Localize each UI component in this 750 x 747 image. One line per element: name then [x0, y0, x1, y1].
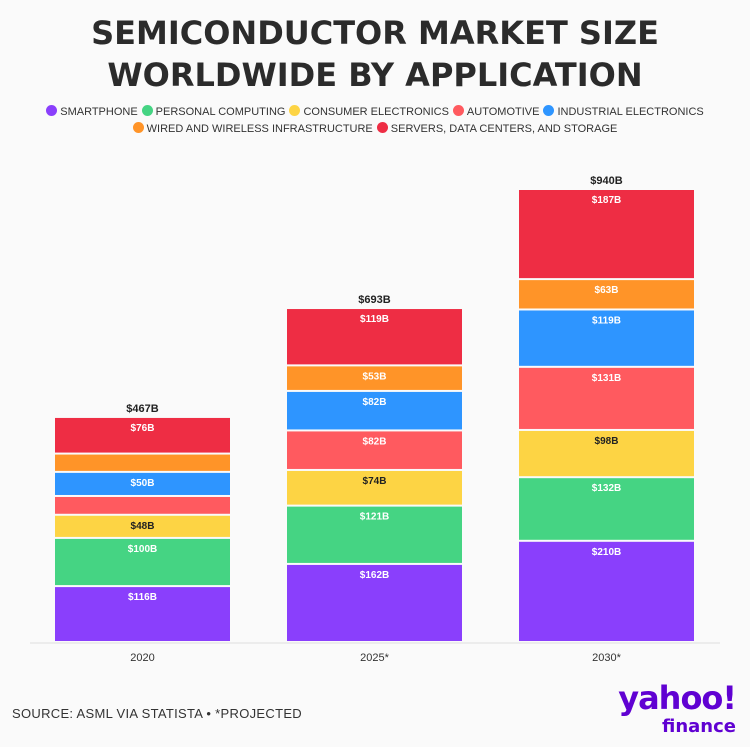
total-label: $693B — [358, 294, 390, 306]
bar-segment — [287, 431, 462, 469]
legend-swatch — [141, 105, 153, 116]
bar-segment — [519, 280, 694, 309]
bar-segment — [55, 587, 230, 641]
legend-label: PERSONAL COMPUTING — [155, 106, 286, 118]
logo-line-1: yahoo! — [618, 679, 737, 717]
total-label: $467B — [126, 403, 158, 415]
segment-label: $121B — [360, 512, 389, 523]
legend-label: INDUSTRIAL ELECTRONICS — [557, 106, 704, 118]
segment-label: $74B — [363, 476, 387, 487]
logo-line-2: finance — [662, 716, 736, 737]
bar-segment — [519, 310, 694, 366]
total-label: $940B — [590, 175, 622, 187]
segment-label: $82B — [363, 397, 387, 408]
legend-swatch — [376, 122, 388, 133]
x-tick-label: 2025* — [360, 652, 389, 664]
chart-title: SEMICONDUCTOR MARKET SIZE WORLDWIDE BY A… — [0, 12, 750, 96]
legend-label: SERVERS, DATA CENTERS, AND STORAGE — [390, 123, 618, 135]
legend-label: CONSUMER ELECTRONICS — [303, 106, 449, 118]
title-line-2: WORLDWIDE BY APPLICATION — [107, 56, 643, 94]
segment-label: $48B — [131, 521, 155, 532]
legend-item: CONSUMER ELECTRONICS — [289, 104, 449, 121]
bar-segment — [287, 564, 462, 641]
legend-item: SERVERS, DATA CENTERS, AND STORAGE — [376, 121, 618, 138]
bar-segment — [519, 541, 694, 641]
bar-segment — [55, 538, 230, 586]
segment-label: $132B — [592, 483, 621, 494]
segment-label: $119B — [592, 315, 621, 326]
bar-segment — [287, 506, 462, 563]
segment-label: $116B — [128, 592, 157, 603]
bar-segment — [287, 391, 462, 430]
legend-swatch — [132, 122, 144, 133]
segment-label: $63B — [595, 285, 619, 296]
x-tick-label: 2020 — [130, 652, 154, 664]
source-note: SOURCE: ASML VIA STATISTA • *PROJECTED — [12, 706, 302, 721]
bar-segment — [55, 496, 230, 514]
segment-label: $210B — [592, 547, 621, 558]
segment-label: $76B — [131, 423, 155, 434]
legend-item: INDUSTRIAL ELECTRONICS — [543, 104, 704, 121]
legend-swatch — [543, 105, 555, 116]
bar-segment — [55, 472, 230, 495]
segment-label: $100B — [128, 544, 157, 555]
legend-label: AUTOMOTIVE — [466, 106, 540, 118]
title-line-1: SEMICONDUCTOR MARKET SIZE — [91, 14, 659, 52]
segment-label: $187B — [592, 195, 621, 206]
bar-segment — [55, 515, 230, 537]
bar-segment — [519, 430, 694, 477]
bar-segment — [287, 366, 462, 390]
legend-label: SMARTPHONE — [60, 106, 138, 118]
bar-segment — [287, 309, 462, 365]
segment-label: $162B — [360, 570, 389, 581]
legend: SMARTPHONE PERSONAL COMPUTING CONSUMER ELE… — [40, 104, 710, 138]
segment-label: $50B — [131, 478, 155, 489]
bar-segment — [519, 367, 694, 429]
bar-segment — [55, 417, 230, 453]
legend-item: SMARTPHONE — [46, 104, 138, 121]
legend-label: WIRED AND WIRELESS INFRASTRUCTURE — [146, 123, 373, 135]
legend-swatch — [46, 105, 58, 116]
legend-item: AUTOMOTIVE — [452, 104, 540, 121]
segment-label: $131B — [592, 373, 621, 384]
segment-label: $53B — [363, 371, 387, 382]
legend-swatch — [289, 105, 301, 116]
bar-segment — [519, 190, 694, 279]
legend-item: PERSONAL COMPUTING — [141, 104, 286, 121]
x-tick-label: 2030* — [592, 652, 621, 664]
bar-segment — [519, 478, 694, 540]
segment-label: $119B — [360, 314, 389, 325]
legend-swatch — [452, 105, 464, 116]
yahoo-finance-logo: yahoo! finance — [618, 679, 737, 738]
bar-segment — [287, 470, 462, 505]
segment-label: $98B — [595, 436, 619, 447]
legend-item: WIRED AND WIRELESS INFRASTRUCTURE — [132, 121, 373, 138]
segment-label: $82B — [363, 436, 387, 447]
bar-segment — [55, 454, 230, 471]
